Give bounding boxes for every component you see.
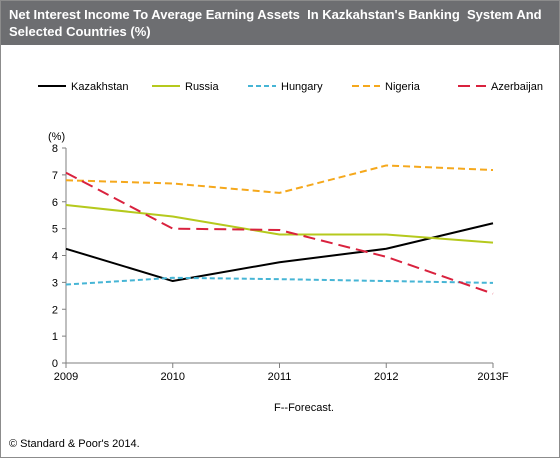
y-tick-label: 4	[52, 251, 58, 263]
legend-label-kazakhstan: Kazakhstan	[71, 81, 128, 93]
x-tick-label: 2010	[161, 371, 185, 383]
y-tick-label: 0	[52, 358, 58, 370]
series-line-russia	[65, 203, 494, 244]
legend-label-nigeria: Nigeria	[385, 81, 421, 93]
series-line-azerbaijan	[65, 171, 494, 295]
series-line-kazakhstan	[65, 222, 494, 283]
y-tick-label: 6	[52, 197, 58, 209]
legend-label-azerbaijan: Azerbaijan	[491, 81, 543, 93]
x-tick-label: 2013F	[477, 371, 508, 383]
y-tick-label: 5	[52, 224, 58, 236]
y-tick-label: 8	[52, 143, 58, 155]
copyright-footer: © Standard & Poor's 2014.	[9, 438, 140, 450]
y-tick-label: 2	[52, 304, 58, 316]
chart-title: Net Interest Income To Average Earning A…	[9, 7, 549, 39]
legend-label-hungary: Hungary	[281, 81, 323, 93]
legend: Kazakhstan Russia Hungary Nigeria Azerbaijan	[38, 81, 543, 93]
y-axis-label: (%)	[48, 131, 65, 143]
plot-area	[65, 164, 494, 295]
x-tick-label: 2012	[374, 371, 398, 383]
axes: 0 1 2 3 4 5 6 7 8 2009 2010 2011 2012 2013F	[52, 143, 509, 383]
title-bar: Net Interest Income To Average Earning A…	[1, 1, 559, 45]
y-tick-label: 7	[52, 170, 58, 182]
x-tick-label: 2009	[54, 371, 78, 383]
series-line-nigeria	[65, 164, 494, 194]
legend-label-russia: Russia	[185, 81, 220, 93]
x-tick-label: 2011	[268, 371, 292, 383]
y-tick-label: 1	[52, 331, 58, 343]
y-tick-label: 3	[52, 277, 58, 289]
series-line-hungary	[65, 276, 494, 286]
forecast-note: F--Forecast.	[274, 402, 334, 414]
